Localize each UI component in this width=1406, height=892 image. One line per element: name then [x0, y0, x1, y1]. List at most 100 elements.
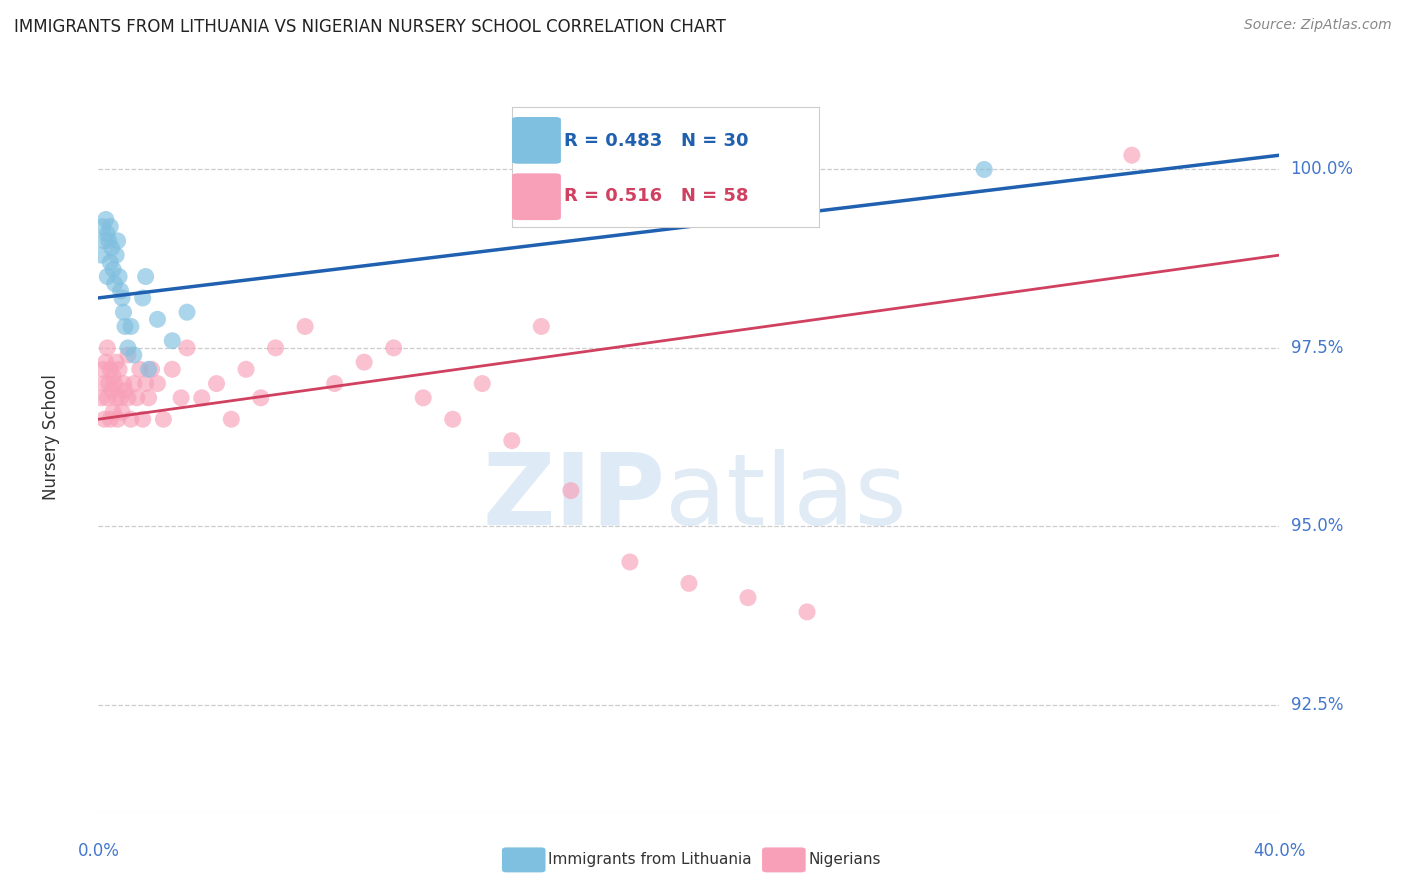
Point — [128, 362, 150, 376]
Point — [91, 362, 114, 376]
Point — [141, 362, 163, 376]
Point — [112, 376, 135, 391]
Point — [264, 341, 287, 355]
Point — [323, 376, 346, 391]
Point — [122, 376, 145, 391]
Point — [104, 376, 127, 391]
Point — [105, 248, 128, 262]
Point — [114, 384, 136, 398]
Point — [138, 362, 160, 376]
Point — [125, 391, 148, 405]
Point — [120, 412, 142, 426]
Point — [105, 355, 128, 369]
Point — [93, 412, 115, 426]
Point — [441, 412, 464, 426]
Point — [98, 412, 121, 426]
Point — [96, 227, 118, 241]
Point — [737, 591, 759, 605]
Point — [103, 262, 125, 277]
Point — [108, 269, 131, 284]
Point — [796, 605, 818, 619]
Point — [90, 248, 112, 262]
Text: Source: ZipAtlas.com: Source: ZipAtlas.com — [1244, 18, 1392, 32]
Point — [117, 348, 139, 362]
Text: ZIP: ZIP — [482, 449, 665, 546]
Point — [100, 384, 122, 398]
Point — [96, 341, 118, 355]
Point — [103, 369, 125, 384]
Point — [110, 391, 132, 405]
Point — [98, 362, 121, 376]
Point — [93, 234, 115, 248]
Text: 97.5%: 97.5% — [1291, 339, 1343, 357]
Point — [162, 334, 183, 348]
Point — [132, 412, 155, 426]
Text: 95.0%: 95.0% — [1291, 517, 1343, 535]
Point — [108, 362, 131, 376]
Point — [235, 362, 257, 376]
Point — [619, 555, 641, 569]
Point — [103, 405, 125, 419]
Text: 0.0%: 0.0% — [77, 842, 120, 860]
Point — [96, 269, 118, 284]
Point — [176, 341, 198, 355]
Point — [93, 376, 115, 391]
Point — [98, 255, 121, 269]
Point — [98, 219, 121, 234]
Point — [97, 376, 120, 391]
Point — [530, 319, 553, 334]
Point — [294, 319, 316, 334]
Point — [973, 162, 995, 177]
Point — [191, 391, 214, 405]
Point — [678, 198, 700, 212]
Point — [560, 483, 582, 498]
Text: IMMIGRANTS FROM LITHUANIA VS NIGERIAN NURSERY SCHOOL CORRELATION CHART: IMMIGRANTS FROM LITHUANIA VS NIGERIAN NU… — [14, 18, 725, 36]
Point — [162, 362, 183, 376]
Point — [146, 376, 169, 391]
Point — [110, 284, 132, 298]
Point — [205, 376, 228, 391]
Point — [111, 405, 134, 419]
Point — [97, 234, 120, 248]
Point — [96, 391, 118, 405]
Point — [114, 319, 136, 334]
Point — [117, 341, 139, 355]
Point — [146, 312, 169, 326]
Point — [100, 241, 122, 255]
Point — [107, 234, 129, 248]
Text: 100.0%: 100.0% — [1291, 161, 1354, 178]
Point — [1121, 148, 1143, 162]
Point — [104, 277, 127, 291]
Point — [132, 291, 155, 305]
Point — [135, 376, 157, 391]
Text: atlas: atlas — [665, 449, 907, 546]
Point — [107, 412, 129, 426]
Point — [138, 391, 160, 405]
Point — [471, 376, 494, 391]
Point — [117, 391, 139, 405]
Point — [91, 219, 114, 234]
Text: 92.5%: 92.5% — [1291, 696, 1343, 714]
Point — [170, 391, 193, 405]
Point — [94, 355, 117, 369]
Point — [353, 355, 375, 369]
Text: Nursery School: Nursery School — [42, 374, 60, 500]
Point — [412, 391, 434, 405]
Point — [111, 291, 134, 305]
Point — [176, 305, 198, 319]
Point — [135, 269, 157, 284]
Point — [90, 391, 112, 405]
Point — [120, 319, 142, 334]
Point — [105, 391, 128, 405]
Point — [94, 212, 117, 227]
Point — [152, 412, 174, 426]
Point — [501, 434, 523, 448]
Point — [122, 348, 145, 362]
Point — [221, 412, 243, 426]
Text: Immigrants from Lithuania: Immigrants from Lithuania — [548, 853, 752, 867]
Text: Nigerians: Nigerians — [808, 853, 882, 867]
Point — [250, 391, 273, 405]
Point — [678, 576, 700, 591]
Text: 40.0%: 40.0% — [1253, 842, 1306, 860]
Point — [112, 305, 135, 319]
